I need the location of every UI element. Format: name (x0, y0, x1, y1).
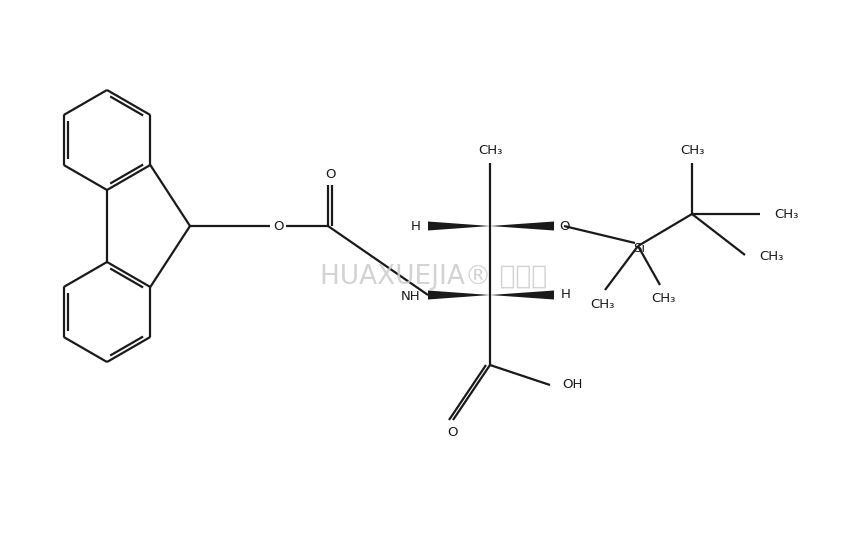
Text: O: O (273, 219, 283, 233)
Text: HUAXUEJIA® 化学加: HUAXUEJIA® 化学加 (320, 264, 548, 290)
Text: CH₃: CH₃ (651, 293, 675, 305)
Text: H: H (561, 289, 571, 301)
Text: CH₃: CH₃ (774, 208, 799, 220)
Text: NH: NH (400, 290, 420, 302)
Polygon shape (490, 290, 554, 300)
Text: O: O (325, 167, 335, 181)
Text: OH: OH (562, 378, 582, 392)
Text: CH₃: CH₃ (477, 145, 503, 157)
Text: O: O (448, 425, 458, 439)
Text: Si: Si (633, 242, 645, 254)
Text: O: O (559, 219, 569, 233)
Polygon shape (428, 290, 490, 300)
Polygon shape (490, 222, 554, 230)
Polygon shape (428, 222, 490, 230)
Text: CH₃: CH₃ (680, 145, 704, 157)
Text: CH₃: CH₃ (759, 250, 784, 264)
Text: CH₃: CH₃ (590, 297, 615, 310)
Text: H: H (411, 219, 421, 233)
